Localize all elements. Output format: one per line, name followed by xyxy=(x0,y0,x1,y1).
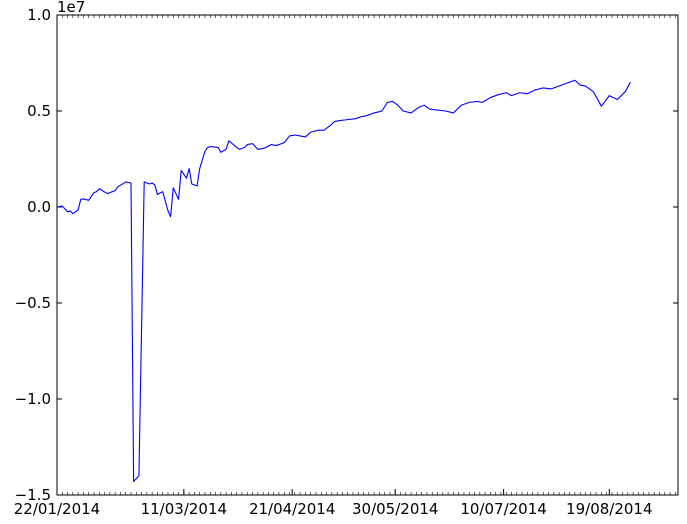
plot-area-frame xyxy=(56,14,679,496)
y-tick-labels: 1.0 0.5 0.0 −0.5 −1.0 −1.5 xyxy=(15,6,51,504)
series-line xyxy=(56,79,631,483)
x-tick-label: 19/08/2014 xyxy=(566,500,652,518)
y-tick-label: −0.5 xyxy=(15,294,51,312)
y-tick-label: −1.5 xyxy=(15,486,51,504)
x-tick-label: 10/07/2014 xyxy=(460,500,546,518)
y-tick-label: 1.0 xyxy=(27,6,51,24)
x-tick-label: 30/05/2014 xyxy=(352,500,438,518)
y-tick-label: −1.0 xyxy=(15,390,51,408)
x-minor-ticks xyxy=(56,15,676,495)
axis-ticks xyxy=(56,14,678,496)
y-offset-label: 1e7 xyxy=(57,0,85,16)
series-layer xyxy=(56,79,631,483)
x-tick-label: 21/04/2014 xyxy=(249,500,335,518)
y-tick-label: 0.0 xyxy=(27,198,51,216)
x-tick-label: 22/01/2014 xyxy=(14,500,100,518)
x-tick-labels: 22/01/2014 11/03/2014 21/04/2014 30/05/2014… xyxy=(14,500,653,518)
y-tick-label: 0.5 xyxy=(27,102,51,120)
x-tick-label: 11/03/2014 xyxy=(141,500,227,518)
